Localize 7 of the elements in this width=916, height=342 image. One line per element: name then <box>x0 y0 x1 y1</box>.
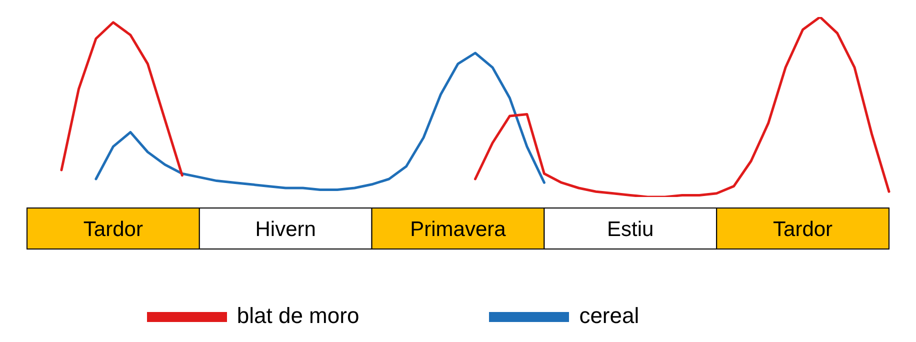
x-tick-label: Hivern <box>255 218 316 241</box>
legend-label: blat de moro <box>236 302 360 328</box>
legend-label: cereal <box>579 302 640 328</box>
x-tick-label: Estiu <box>607 218 654 241</box>
x-tick-label: Primavera <box>410 218 506 241</box>
x-tick-label: Tardor <box>773 218 833 241</box>
x-tick-label: Tardor <box>83 218 143 241</box>
